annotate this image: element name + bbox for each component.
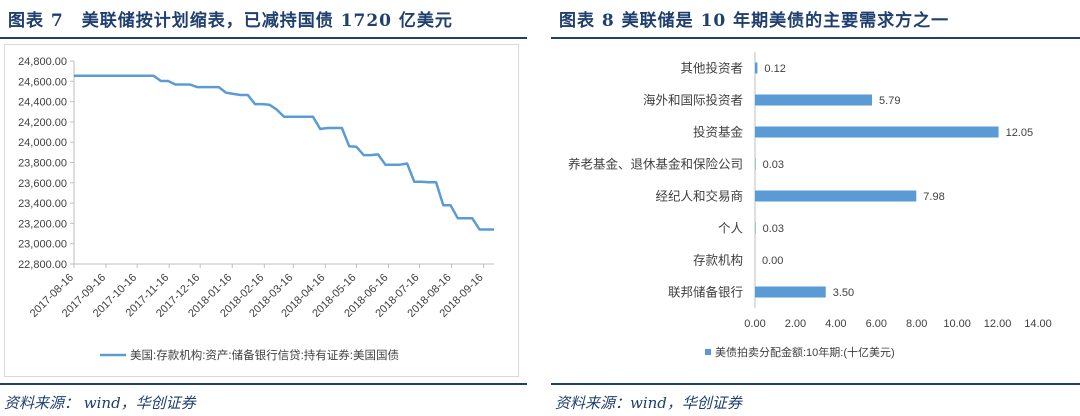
x-tick-label: 12.00	[984, 318, 1012, 330]
right-title-rule	[551, 37, 1080, 39]
category-label: 投资基金	[693, 125, 744, 140]
right-figure: 图表 8 美联储是 10 年期美债的主要需求方之一 其他投资者 0.12 海外和国际…	[551, 0, 1080, 416]
right-source-note: 资料来源：wind，华创证券	[555, 394, 742, 412]
left-figure: 图表 7 美联储按计划缩表，已减持国债 1720 亿美元 24,800.00 24…	[0, 0, 527, 416]
line-chart-frame: 24,800.00 24,600.00 24,400.00 24,200.00 24,0…	[4, 44, 519, 377]
x-tick-label: 6.00	[866, 318, 887, 330]
y-tick-label: 24,200.00	[18, 117, 67, 129]
left-source-note: 资料来源： wind，华创证券	[4, 394, 196, 412]
y-tick-label: 24,600.00	[18, 76, 67, 88]
category-label: 存款机构	[693, 253, 743, 268]
y-tick-label: 24,800.00	[18, 56, 67, 68]
data-label: 3.50	[833, 287, 854, 299]
y-tick-label: 23,200.00	[18, 218, 67, 230]
bar	[755, 62, 758, 74]
x-tick-label: 14.00	[1024, 318, 1052, 330]
data-label: 0.00	[762, 255, 783, 267]
category-label: 其他投资者	[680, 61, 743, 76]
category-label: 养老基金、退休基金和保险公司	[568, 157, 743, 172]
y-tick-label: 24,400.00	[18, 97, 67, 109]
data-label: 0.03	[763, 159, 784, 171]
y-tick-label: 22,800.00	[18, 259, 67, 271]
left-bottom-rule	[0, 383, 527, 385]
line-chart: 24,800.00 24,600.00 24,400.00 24,200.00 24,0…	[18, 56, 494, 362]
legend-swatch	[705, 349, 711, 355]
right-figure-title: 图表 8 美联储是 10 年期美债的主要需求方之一	[559, 11, 950, 31]
legend-label: 美国:存款机构:资产:储备银行信贷:持有证券:美国国债	[130, 348, 399, 362]
bar	[755, 158, 756, 170]
legend-label: 美债拍卖分配金额:10年期:(十亿美元)	[715, 345, 895, 359]
bar	[755, 94, 873, 106]
y-tick-label: 23,000.00	[18, 239, 67, 251]
data-label: 12.05	[1006, 127, 1034, 139]
bar-chart: 其他投资者 0.12 海外和国际投资者 5.79 投资基金 12.05 养老基金、退休基金和…	[568, 52, 1052, 359]
bar	[755, 222, 756, 234]
right-bottom-rule	[551, 383, 1080, 385]
x-tick-label: 0.00	[744, 318, 765, 330]
category-label: 联邦储备银行	[668, 285, 743, 300]
x-tick-label: 10.00	[943, 318, 971, 330]
y-tick-label: 23,600.00	[18, 178, 67, 190]
x-tick-label: 4.00	[825, 318, 846, 330]
y-tick-label: 23,400.00	[18, 198, 67, 210]
bar	[755, 286, 826, 298]
bar	[755, 190, 917, 202]
y-tick-label: 24,000.00	[18, 137, 67, 149]
data-label: 5.79	[879, 95, 900, 107]
x-tick-label: 2.00	[785, 318, 806, 330]
category-label: 个人	[718, 222, 744, 236]
bar	[755, 126, 999, 138]
y-tick-label: 23,800.00	[18, 158, 67, 170]
category-label: 海外和国际投资者	[643, 93, 743, 108]
left-figure-title: 图表 7 美联储按计划缩表，已减持国债 1720 亿美元	[8, 11, 453, 31]
series-line	[74, 74, 494, 231]
data-label: 0.12	[764, 63, 785, 75]
left-title-rule	[0, 37, 527, 39]
x-tick-label: 8.00	[906, 318, 927, 330]
category-label: 经纪人和交易商	[655, 189, 743, 204]
data-label: 0.03	[763, 223, 784, 235]
data-label: 7.98	[923, 191, 944, 203]
